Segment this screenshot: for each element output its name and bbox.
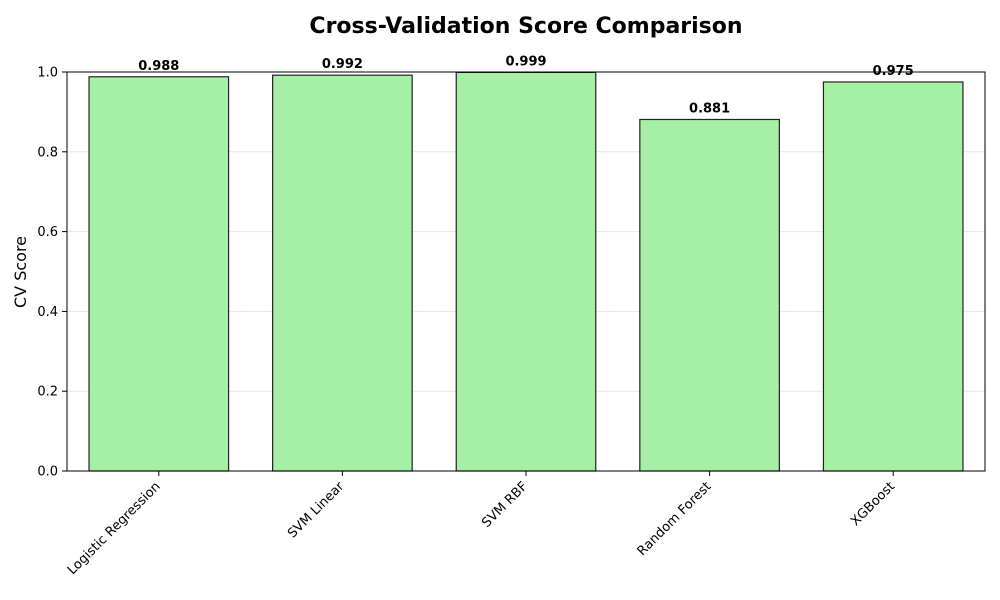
bar <box>639 118 780 472</box>
bar <box>88 76 230 472</box>
bar-value-label: 0.992 <box>322 57 363 72</box>
bar <box>822 81 964 472</box>
x-axis-ticks: Logistic Regression SVM Linear SVM RBF Rand… <box>65 471 898 578</box>
x-tick-label: Logistic Regression <box>65 479 164 578</box>
y-tick-label: 0.0 <box>37 465 58 480</box>
value-labels: 0.988 0.992 0.999 0.881 0.975 <box>138 54 914 116</box>
bar-value-label: 0.881 <box>689 101 730 116</box>
bar-value-label: 0.999 <box>505 54 546 69</box>
chart-title: Cross-Validation Score Comparison <box>309 14 742 39</box>
bar-value-label: 0.988 <box>138 59 179 74</box>
y-tick-label: 0.2 <box>37 385 58 400</box>
y-tick-label: 0.4 <box>37 305 58 320</box>
bar <box>455 71 597 472</box>
bars <box>88 71 964 472</box>
x-tick-label: XGBoost <box>848 479 898 529</box>
x-tick-label: SVM RBF <box>479 479 531 531</box>
y-tick-label: 1.0 <box>37 66 58 81</box>
bar-value-label: 0.975 <box>873 64 914 79</box>
y-axis-label: CV Score <box>11 236 30 308</box>
y-tick-label: 0.8 <box>37 145 58 160</box>
y-tick-label: 0.6 <box>37 225 58 240</box>
bar <box>272 74 413 472</box>
y-axis-ticks: 0.0 0.2 0.4 0.6 0.8 1.0 <box>37 66 67 480</box>
x-tick-label: Random Forest <box>635 479 715 559</box>
x-tick-label: SVM Linear <box>285 479 348 542</box>
